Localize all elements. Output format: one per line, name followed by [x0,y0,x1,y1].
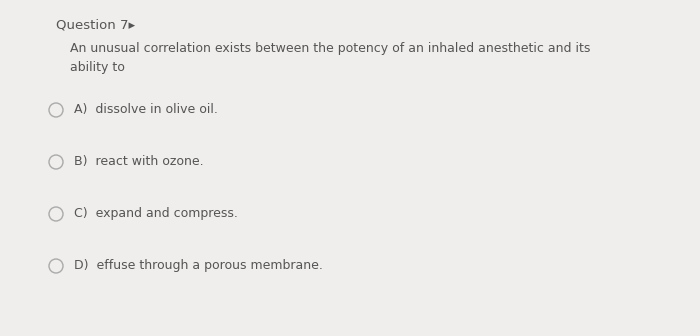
Text: C)  expand and compress.: C) expand and compress. [74,208,238,220]
Text: Question 7▸: Question 7▸ [56,18,135,31]
Text: An unusual correlation exists between the potency of an inhaled anesthetic and i: An unusual correlation exists between th… [70,42,590,74]
Text: D)  effuse through a porous membrane.: D) effuse through a porous membrane. [74,259,323,272]
Text: A)  dissolve in olive oil.: A) dissolve in olive oil. [74,103,218,117]
Text: B)  react with ozone.: B) react with ozone. [74,156,204,168]
